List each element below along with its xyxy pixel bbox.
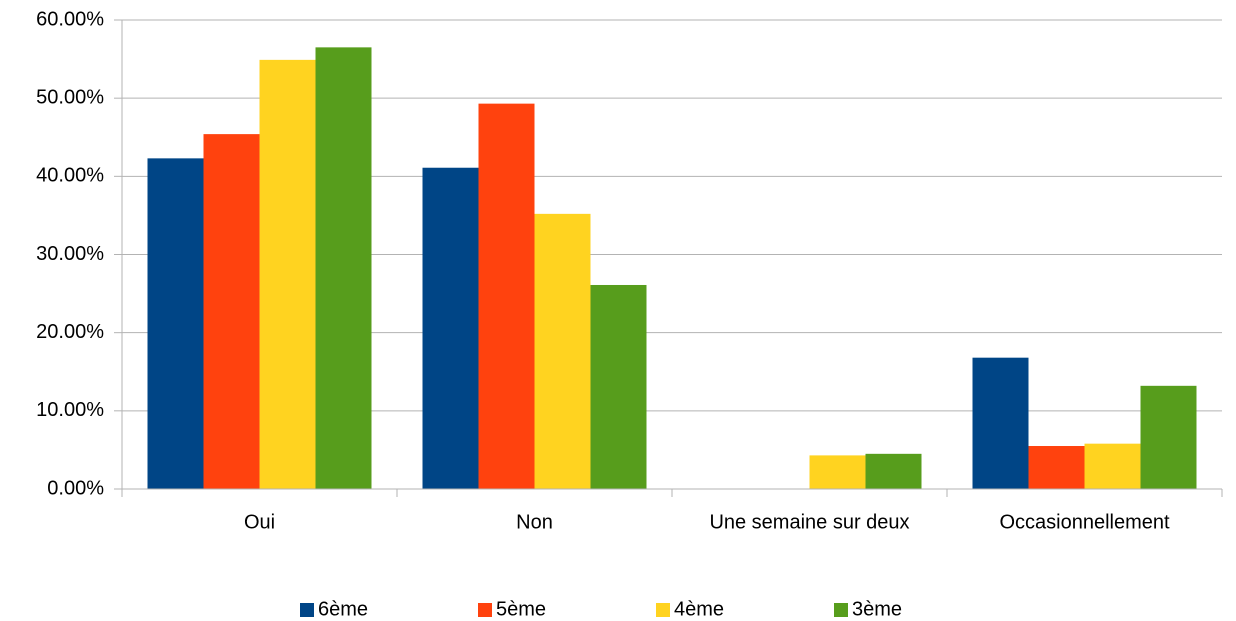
legend-swatch [478, 603, 492, 617]
bar [534, 213, 591, 489]
y-tick-label: 60.00% [36, 8, 104, 30]
legend-label: 4ème [674, 598, 724, 620]
bar [422, 167, 479, 490]
legend-swatch [656, 603, 670, 617]
bar [315, 47, 372, 489]
y-tick-label: 50.00% [36, 86, 104, 108]
bar [590, 284, 647, 489]
y-tick-label: 40.00% [36, 165, 104, 187]
x-tick-label: Oui [244, 511, 275, 533]
bar [1028, 446, 1085, 489]
legend-label: 3ème [852, 598, 902, 620]
legend-swatch [300, 603, 314, 617]
legend-label: 5ème [496, 598, 546, 620]
y-tick-label: 30.00% [36, 243, 104, 265]
legend-swatch [834, 603, 848, 617]
bar [972, 357, 1029, 489]
bar [865, 453, 922, 489]
x-tick-label: Non [516, 511, 553, 533]
x-tick-label: Occasionnellement [999, 511, 1170, 533]
x-tick-label: Une semaine sur deux [709, 511, 909, 533]
y-tick-label: 0.00% [47, 477, 104, 499]
bar [1140, 385, 1197, 489]
bar [478, 103, 535, 489]
y-tick-label: 10.00% [36, 399, 104, 421]
bar [147, 158, 204, 490]
y-tick-label: 20.00% [36, 321, 104, 343]
bar [203, 134, 260, 489]
bar [1084, 443, 1141, 489]
bar [259, 59, 316, 490]
legend-label: 6ème [318, 598, 368, 620]
bar [809, 455, 866, 489]
